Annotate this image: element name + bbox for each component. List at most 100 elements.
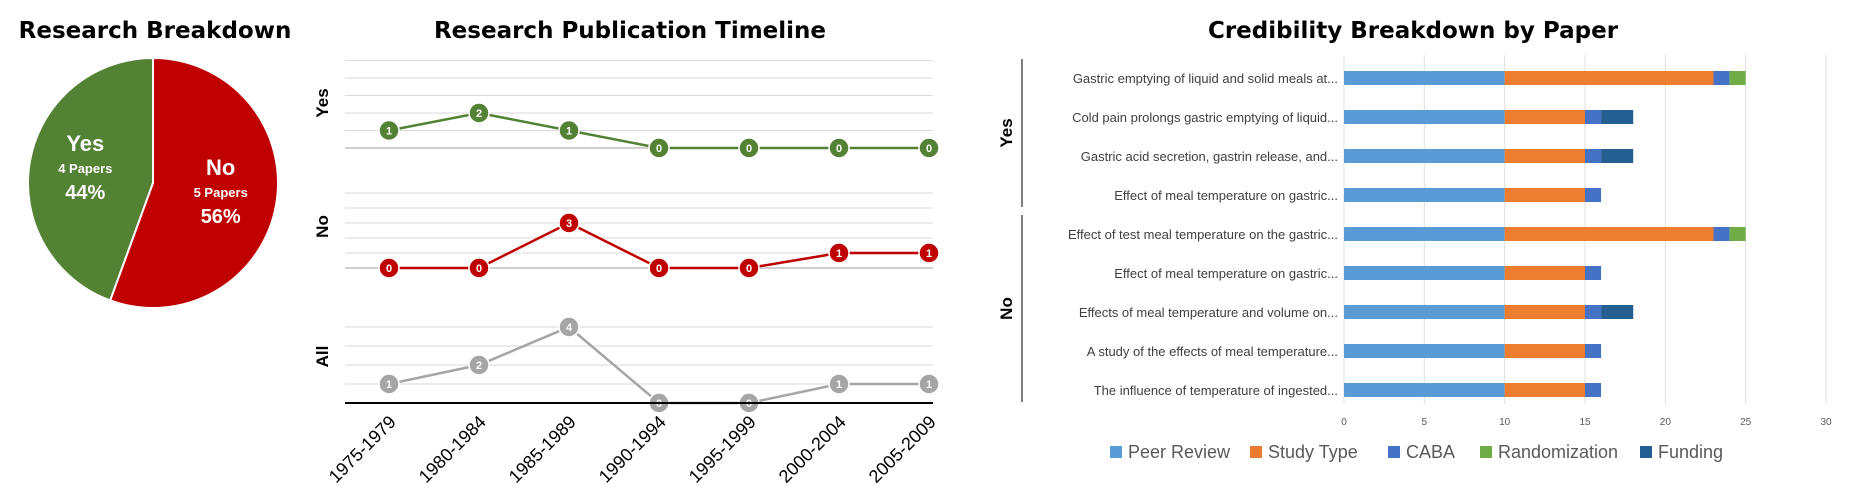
point-yes-2 [558, 119, 580, 142]
timeline-chart: Yes1210000No0030011All12400111975-197919… [313, 60, 940, 487]
bar-segment-peer-review [1344, 188, 1505, 202]
x-tick-label: 0 [1341, 417, 1347, 428]
bar-segment-study-type [1504, 71, 1714, 85]
timeline-chart-title: Research Publication Timeline [433, 18, 827, 44]
point-label-all-0: 1 [386, 379, 392, 391]
legend-swatch-study-type [1250, 446, 1262, 458]
point-no-2 [558, 212, 580, 234]
point-label-no-2: 3 [566, 218, 572, 230]
x-tick-label: 1990-1994 [595, 412, 670, 487]
x-tick-label: 1980-1984 [415, 412, 490, 487]
bar-segment-study-type [1504, 149, 1585, 163]
point-yes-5 [828, 137, 850, 159]
x-tick-label: 30 [1820, 417, 1832, 428]
bar-segment-caba [1585, 305, 1602, 319]
bar-segment-peer-review [1344, 344, 1505, 358]
point-yes-3 [648, 137, 670, 159]
pie-slice-no [108, 56, 279, 309]
pie-percent-yes: 44% [65, 182, 105, 204]
pie-slice-yes [27, 56, 154, 302]
bar-segment-peer-review [1344, 110, 1505, 124]
x-tick-label: 2000-2004 [775, 412, 850, 487]
legend: Peer Review Study Type CABA Randomization Fu… [1110, 442, 1723, 462]
category-label: Cold pain prolongs gastric emptying of l… [1072, 110, 1338, 125]
point-no-5 [828, 242, 850, 264]
bar-segment-study-type [1504, 227, 1714, 241]
category-label: Effect of meal temperature on gastric... [1114, 188, 1338, 203]
legend-swatch-caba [1388, 446, 1400, 458]
pie-label-no: No [206, 155, 235, 180]
point-yes-4 [738, 137, 760, 159]
x-tick-label: 5 [1422, 417, 1428, 428]
credibility-chart-title: Credibility Breakdown by Paper [1207, 18, 1619, 44]
point-no-6 [918, 242, 940, 264]
x-tick-label: 1985-1989 [505, 412, 580, 487]
bar-segment-caba [1713, 227, 1730, 241]
bar-segment-caba [1585, 266, 1602, 280]
point-label-all-5: 1 [836, 379, 842, 391]
pie-chart-panel: Research Breakdown Yes 4 Papers 44% No 5 Pap… [0, 0, 310, 504]
legend-swatch-peer-review [1110, 446, 1122, 458]
x-tick-label: 2005-2009 [865, 412, 940, 487]
point-label-no-4: 0 [746, 263, 752, 275]
category-label: Gastric emptying of liquid and solid mea… [1073, 71, 1338, 86]
x-tick-label: 10 [1499, 417, 1511, 428]
bar-segment-funding [1601, 149, 1634, 163]
bar-segment-peer-review [1344, 71, 1505, 85]
band-label-no: No [313, 215, 332, 238]
category-label: Effects of meal temperature and volume o… [1079, 305, 1338, 320]
point-yes-1 [468, 102, 490, 124]
bar-segment-caba [1585, 110, 1602, 124]
bar-segment-caba [1585, 149, 1602, 163]
point-no-3 [648, 257, 670, 279]
point-label-no-3: 0 [656, 263, 662, 275]
point-no-0 [378, 257, 400, 279]
point-label-all-1: 2 [476, 360, 482, 372]
band-label-yes: Yes [313, 88, 332, 117]
point-all-0 [378, 373, 400, 395]
point-label-yes-1: 2 [476, 108, 482, 120]
bar-segment-caba [1585, 344, 1602, 358]
group-label-yes: Yes [997, 118, 1016, 147]
legend-label-study-type: Study Type [1268, 442, 1358, 462]
point-yes-6 [918, 137, 940, 159]
legend-label-randomization: Randomization [1498, 442, 1618, 462]
point-label-all-6: 1 [926, 379, 932, 391]
point-label-yes-5: 0 [836, 143, 842, 155]
credibility-chart-panel: Credibility Breakdown by Paper 0 5 10 15 20 2… [960, 0, 1866, 504]
category-label: Effect of test meal temperature on the g… [1068, 227, 1338, 242]
bar-segment-randomization [1729, 71, 1746, 85]
timeline-chart-panel: Research Publication Timeline Yes 1 2 1 0 0 0 0… [310, 0, 950, 504]
point-label-yes-6: 0 [926, 143, 932, 155]
category-label: Gastric acid secretion, gastrin release,… [1081, 149, 1338, 164]
bar-segment-caba [1585, 383, 1602, 397]
bar-segment-study-type [1504, 344, 1585, 358]
bar-segment-caba [1585, 188, 1602, 202]
point-label-no-1: 0 [476, 263, 482, 275]
point-all-6 [918, 373, 940, 395]
band-label-all: All [313, 346, 332, 368]
legend-label-caba: CABA [1406, 442, 1455, 462]
legend-label-peer-review: Peer Review [1128, 442, 1231, 462]
bar-segment-study-type [1504, 383, 1585, 397]
bar-segment-peer-review [1344, 227, 1505, 241]
bar-segment-study-type [1504, 266, 1585, 280]
pie-sublabel-yes: 4 Papers [58, 161, 112, 176]
pie-sublabel-no: 5 Papers [194, 185, 248, 200]
bar-segment-study-type [1504, 188, 1585, 202]
credibility-chart: 0 5 10 15 20 25 30 Gastric emptying of liquid a… [997, 55, 1832, 462]
legend-label-funding: Funding [1658, 442, 1723, 462]
point-no-4 [738, 257, 760, 279]
x-tick-label: 1975-1979 [325, 412, 400, 487]
point-no-1 [468, 257, 490, 279]
bar-segment-randomization [1729, 227, 1746, 241]
bar-segment-peer-review [1344, 149, 1505, 163]
point-label-no-0: 0 [386, 263, 392, 275]
pie-chart: Yes 4 Papers 44% No 5 Papers 56% [27, 56, 279, 309]
pie-percent-no: 56% [201, 206, 241, 228]
pie-chart-title: Research Breakdown [18, 18, 292, 44]
point-all-1 [468, 354, 490, 376]
x-tick-label: 25 [1740, 417, 1752, 428]
point-label-yes-0: 1 [386, 126, 392, 138]
bar-segment-funding [1601, 305, 1634, 319]
